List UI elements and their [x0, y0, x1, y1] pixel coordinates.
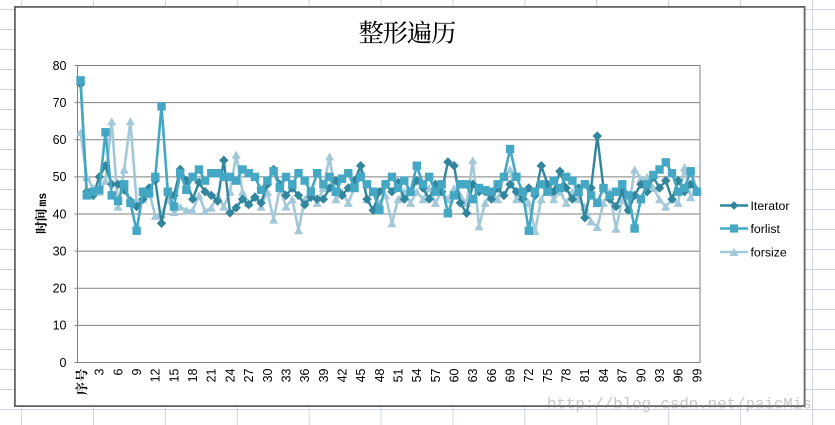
- svg-text:96: 96: [672, 368, 686, 382]
- svg-text:48: 48: [373, 368, 387, 382]
- svg-text:forlist: forlist: [751, 222, 781, 236]
- svg-text:87: 87: [616, 368, 630, 382]
- svg-text:57: 57: [429, 368, 443, 382]
- svg-text:http://blog.csdn.net/paicMis: http://blog.csdn.net/paicMis: [547, 396, 812, 414]
- svg-text:9: 9: [130, 368, 144, 375]
- svg-text:66: 66: [485, 368, 499, 382]
- svg-text:forsize: forsize: [751, 245, 787, 259]
- svg-text:30: 30: [261, 368, 275, 382]
- svg-text:42: 42: [336, 368, 350, 382]
- svg-text:39: 39: [317, 368, 331, 382]
- svg-text:0: 0: [60, 356, 67, 370]
- svg-text:75: 75: [541, 368, 555, 382]
- svg-text:93: 93: [653, 368, 667, 382]
- svg-text:50: 50: [53, 170, 67, 184]
- svg-text:60: 60: [53, 133, 67, 147]
- svg-text:72: 72: [522, 368, 536, 382]
- svg-text:60: 60: [448, 368, 462, 382]
- svg-text:27: 27: [242, 368, 256, 382]
- svg-text:99: 99: [690, 368, 704, 382]
- svg-text:81: 81: [578, 368, 592, 382]
- svg-text:6: 6: [111, 368, 125, 375]
- svg-text:24: 24: [223, 368, 237, 382]
- svg-text:30: 30: [53, 244, 67, 258]
- svg-text:15: 15: [167, 368, 181, 382]
- svg-text:90: 90: [634, 368, 648, 382]
- svg-text:69: 69: [504, 368, 518, 382]
- svg-text:21: 21: [205, 368, 219, 382]
- svg-text:3: 3: [93, 368, 107, 375]
- svg-text:33: 33: [279, 368, 293, 382]
- svg-text:80: 80: [53, 59, 67, 73]
- svg-text:40: 40: [53, 207, 67, 221]
- svg-text:ms: ms: [37, 193, 50, 207]
- svg-text:51: 51: [392, 368, 406, 382]
- svg-text:Iterator: Iterator: [751, 199, 790, 213]
- svg-text:54: 54: [410, 368, 424, 382]
- svg-text:78: 78: [560, 368, 574, 382]
- svg-text:12: 12: [149, 368, 163, 382]
- svg-text:84: 84: [597, 368, 611, 382]
- svg-text:36: 36: [298, 368, 312, 382]
- svg-text:18: 18: [186, 368, 200, 382]
- svg-text:45: 45: [354, 368, 368, 382]
- svg-text:63: 63: [466, 368, 480, 382]
- svg-text:70: 70: [53, 96, 67, 110]
- svg-text:10: 10: [53, 319, 67, 333]
- svg-text:20: 20: [53, 282, 67, 296]
